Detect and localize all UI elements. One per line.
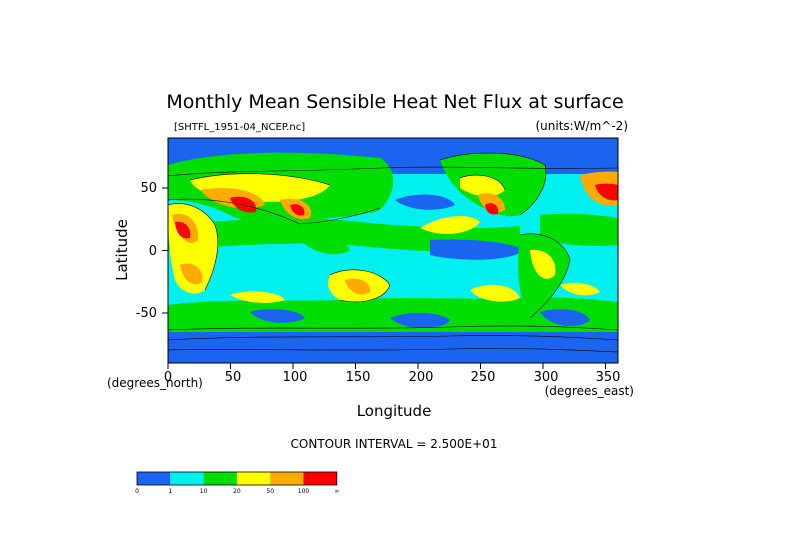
asia-hottest bbox=[290, 204, 305, 216]
x-tick-label: 250 bbox=[471, 370, 496, 385]
colorbar: 0 1 10 20 50 100 ∞ bbox=[135, 471, 339, 495]
map-area bbox=[168, 138, 618, 363]
x-tick-label: 0 bbox=[164, 370, 172, 385]
greenland bbox=[545, 148, 585, 172]
x-tick-label: 350 bbox=[596, 370, 621, 385]
pacific-tongue bbox=[430, 239, 525, 260]
y-tick-label: 0 bbox=[149, 244, 157, 259]
south-america-interior bbox=[530, 249, 556, 279]
middle-east-hottest bbox=[230, 196, 257, 213]
y-unit-label: (degrees_north) bbox=[107, 376, 203, 390]
colorbar-swatch bbox=[303, 472, 337, 485]
ocean-patch bbox=[390, 312, 450, 328]
ocean-patch bbox=[250, 309, 305, 323]
ocean-patch bbox=[395, 194, 455, 210]
africa-south bbox=[180, 263, 203, 285]
chart-title: Monthly Mean Sensible Heat Net Flux at s… bbox=[166, 91, 623, 113]
colorbar-swatch bbox=[270, 472, 304, 485]
colorbar-tick-label: 50 bbox=[266, 488, 274, 495]
ocean-patch bbox=[540, 309, 590, 327]
colorbar-tick-label: 100 bbox=[298, 488, 310, 495]
y-tick-label: 50 bbox=[140, 181, 157, 196]
x-tick-label: 300 bbox=[534, 370, 559, 385]
contour-lines bbox=[168, 152, 618, 353]
colorbar-tick-label: ∞ bbox=[334, 488, 339, 495]
australia-interior bbox=[345, 278, 371, 295]
colorbar-tick-label: 0 bbox=[135, 488, 139, 495]
sahara-hot bbox=[175, 221, 191, 239]
colorbar-swatch bbox=[236, 472, 271, 485]
colorbar-tick-label: 10 bbox=[200, 488, 208, 495]
north-america-hot bbox=[478, 193, 505, 213]
southern-ocean-band bbox=[168, 297, 618, 332]
axis-ticks bbox=[162, 187, 606, 369]
colorbar-frame bbox=[136, 471, 338, 486]
north-america-interior bbox=[460, 175, 505, 197]
subtropic-patch bbox=[470, 284, 520, 302]
subtropic-patch bbox=[560, 282, 600, 296]
contour-interval-label: CONTOUR INTERVAL = 2.500E+01 bbox=[291, 437, 498, 451]
colorbar-tick-label: 20 bbox=[233, 488, 241, 495]
x-tick-label: 50 bbox=[225, 370, 242, 385]
file-label: [SHTFL_1951-04_NCEP.nc] bbox=[174, 122, 305, 133]
colorbar-tick-label: 1 bbox=[168, 488, 172, 495]
x-tick-label: 100 bbox=[283, 370, 308, 385]
colorbar-swatch bbox=[203, 472, 237, 485]
europe-east-hot bbox=[595, 183, 618, 201]
subtropic-patch bbox=[420, 216, 480, 234]
colorbar-swatch bbox=[137, 472, 171, 485]
colorbar-swatch bbox=[170, 472, 204, 485]
x-axis-label: Longitude bbox=[357, 402, 432, 420]
units-label: (units:W/m^-2) bbox=[535, 119, 628, 133]
x-tick-label: 150 bbox=[346, 370, 371, 385]
maritime-continent bbox=[300, 236, 350, 255]
subtropic-patch bbox=[230, 291, 285, 303]
y-axis-label: Latitude bbox=[113, 219, 131, 281]
tropical-band bbox=[540, 213, 618, 247]
x-unit-label: (degrees_east) bbox=[545, 384, 634, 398]
y-tick-label: -50 bbox=[136, 306, 157, 321]
x-tick-label: 200 bbox=[409, 370, 434, 385]
north-america-hottest bbox=[485, 203, 499, 215]
antarctica bbox=[168, 335, 618, 363]
